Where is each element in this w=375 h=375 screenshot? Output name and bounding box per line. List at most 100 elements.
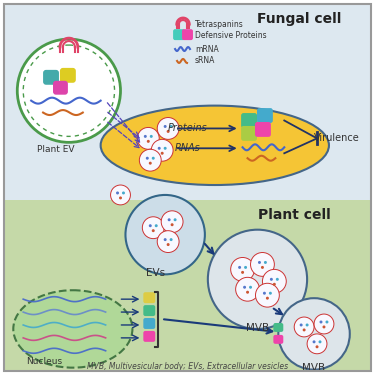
Circle shape <box>208 230 307 329</box>
Circle shape <box>313 340 315 344</box>
Circle shape <box>269 292 272 295</box>
Circle shape <box>273 283 276 286</box>
FancyBboxPatch shape <box>143 331 155 342</box>
Circle shape <box>147 140 150 143</box>
Circle shape <box>164 147 166 150</box>
FancyBboxPatch shape <box>143 292 155 303</box>
Circle shape <box>157 231 179 252</box>
Circle shape <box>251 252 274 276</box>
Circle shape <box>111 185 130 205</box>
Circle shape <box>231 258 255 281</box>
Text: sRNA: sRNA <box>195 57 215 66</box>
Circle shape <box>326 321 328 324</box>
Circle shape <box>303 328 306 332</box>
Circle shape <box>243 286 246 289</box>
Circle shape <box>119 196 122 200</box>
Circle shape <box>307 334 327 354</box>
Circle shape <box>258 261 261 264</box>
Ellipse shape <box>13 290 132 368</box>
Circle shape <box>318 340 321 344</box>
Circle shape <box>157 117 179 140</box>
Circle shape <box>166 243 170 246</box>
Circle shape <box>294 317 314 337</box>
Circle shape <box>266 297 269 300</box>
Circle shape <box>300 324 303 327</box>
Bar <box>4 200 370 370</box>
Circle shape <box>241 271 244 274</box>
Circle shape <box>166 130 170 133</box>
Circle shape <box>315 345 318 348</box>
Circle shape <box>149 224 152 227</box>
Circle shape <box>278 298 350 370</box>
Circle shape <box>126 195 205 274</box>
FancyBboxPatch shape <box>143 305 155 316</box>
Circle shape <box>322 326 326 328</box>
Text: MVB: MVB <box>246 323 269 333</box>
Circle shape <box>161 211 183 232</box>
FancyBboxPatch shape <box>273 323 283 332</box>
Circle shape <box>246 291 249 294</box>
Text: Proteins: Proteins <box>168 123 208 134</box>
Circle shape <box>261 266 264 269</box>
Text: Nucleus: Nucleus <box>26 357 62 366</box>
Circle shape <box>314 314 334 334</box>
Circle shape <box>306 324 309 327</box>
Ellipse shape <box>100 106 329 185</box>
FancyBboxPatch shape <box>255 122 271 137</box>
Text: Tetraspanins: Tetraspanins <box>195 20 244 29</box>
Circle shape <box>144 135 147 138</box>
Text: MVB, Multivesicular body; EVs, Extracellular vesicles: MVB, Multivesicular body; EVs, Extracell… <box>87 362 288 371</box>
Circle shape <box>140 149 161 171</box>
Text: RNAs: RNAs <box>175 143 201 153</box>
Circle shape <box>164 238 166 241</box>
FancyBboxPatch shape <box>53 81 68 95</box>
FancyBboxPatch shape <box>241 126 257 141</box>
Circle shape <box>150 135 153 138</box>
Bar <box>4 4 370 200</box>
Circle shape <box>170 125 172 128</box>
Circle shape <box>171 223 174 226</box>
Circle shape <box>255 283 279 307</box>
FancyBboxPatch shape <box>60 68 76 83</box>
Circle shape <box>158 147 161 150</box>
FancyBboxPatch shape <box>173 29 185 40</box>
Circle shape <box>238 266 241 269</box>
Circle shape <box>170 238 172 241</box>
Circle shape <box>263 292 266 295</box>
Text: mRNA: mRNA <box>195 45 219 54</box>
Circle shape <box>320 321 322 324</box>
FancyBboxPatch shape <box>257 108 273 123</box>
Circle shape <box>168 218 171 221</box>
Text: Fungal cell: Fungal cell <box>257 12 341 26</box>
Circle shape <box>249 286 252 289</box>
Circle shape <box>244 266 247 269</box>
Text: EVs: EVs <box>146 268 165 278</box>
Circle shape <box>146 157 149 160</box>
Text: Defensive Proteins: Defensive Proteins <box>195 31 267 40</box>
Circle shape <box>142 217 164 238</box>
Circle shape <box>152 157 155 160</box>
Circle shape <box>155 224 158 227</box>
Circle shape <box>17 39 120 142</box>
Circle shape <box>137 128 159 149</box>
Circle shape <box>236 278 260 301</box>
Circle shape <box>264 261 267 264</box>
Circle shape <box>116 192 119 195</box>
Circle shape <box>151 140 173 161</box>
FancyBboxPatch shape <box>273 335 283 344</box>
Circle shape <box>276 278 279 281</box>
Circle shape <box>161 152 164 155</box>
FancyBboxPatch shape <box>143 318 155 329</box>
FancyBboxPatch shape <box>241 113 257 128</box>
Circle shape <box>122 192 125 195</box>
Circle shape <box>164 125 166 128</box>
Text: Virulence: Virulence <box>314 134 360 143</box>
FancyBboxPatch shape <box>43 70 59 85</box>
Text: MVB: MVB <box>303 363 326 373</box>
Text: Plant cell: Plant cell <box>258 208 331 222</box>
Circle shape <box>262 269 286 293</box>
Text: Plant EV: Plant EV <box>37 146 75 154</box>
Circle shape <box>149 162 152 165</box>
Circle shape <box>174 218 177 221</box>
Circle shape <box>270 278 273 281</box>
